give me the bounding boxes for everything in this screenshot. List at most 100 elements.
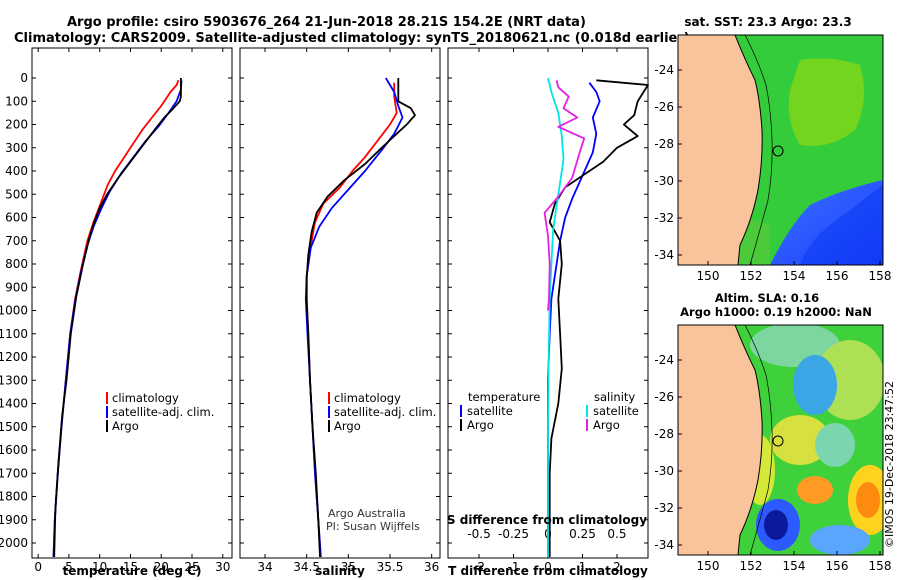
x-tick-label: 1 (579, 560, 587, 574)
depth-tick-label: 1100 (0, 327, 28, 341)
x-tick-label: 0 (34, 560, 42, 574)
x-tick-label: 34.5 (293, 560, 320, 574)
map-x-tick-label: 150 (697, 559, 720, 573)
map-y-tick-label: -34 (654, 248, 674, 262)
depth-tick-label: 100 (5, 94, 28, 108)
sst-map-frame (677, 34, 884, 266)
depth-tick-label: 900 (5, 280, 28, 294)
x-tick-label: 36 (424, 560, 439, 574)
salinity-legend: climatology satellite-adj. clim. Argo (328, 391, 436, 433)
salinity-xlabel: salinity (315, 564, 365, 578)
map-y-tick-label: -28 (654, 427, 674, 441)
x-tick-label: 35.5 (377, 560, 404, 574)
x-tick-label: 30 (215, 560, 230, 574)
legend-satellite: satellite-adj. clim. (112, 405, 214, 419)
map-y-tick-label: -26 (654, 390, 674, 404)
map-y-tick-label: -30 (654, 174, 674, 188)
sla-map-image (678, 325, 883, 555)
sla-map-frame (677, 324, 884, 556)
depth-tick-label: 1500 (0, 420, 28, 434)
x-tick-label: 15 (123, 560, 138, 574)
map-y-tick-label: -32 (654, 501, 674, 515)
legend-header-temperature: temperature (468, 390, 540, 404)
depth-tick-label: 300 (5, 141, 28, 155)
s-diff-tick-label: -0.5 (467, 527, 490, 541)
map-x-tick-label: 156 (826, 559, 849, 573)
depth-tick-label: 1600 (0, 443, 28, 457)
x-tick-label: 25 (184, 560, 199, 574)
salinity-panel: 34 34.5 35 35.5 36 (240, 48, 440, 574)
depth-tick-label: 1900 (0, 513, 28, 527)
map-x-tick-label: 154 (783, 559, 806, 573)
salinity-panel-frame (239, 47, 441, 559)
depth-tick-label: 200 (5, 118, 28, 132)
series-line-s-satellite (547, 77, 565, 557)
series-line-satellite-adj-clim- (304, 77, 404, 558)
x-tick-label: 0 (544, 560, 552, 574)
temperature-panel-frame (31, 47, 233, 559)
map-x-tick-label: 152 (740, 559, 763, 573)
map-x-tick-label: 156 (826, 269, 849, 283)
title-line-1: Argo profile: csiro 5903676_264 21-Jun-2… (67, 15, 586, 30)
map-x-tick-label: 152 (740, 269, 763, 283)
depth-tick-label: 1300 (0, 373, 28, 387)
series-line-climatology (305, 82, 398, 558)
depth-tick-label: 800 (5, 257, 28, 271)
argo-location-marker (772, 435, 784, 447)
map-y-tick-label: -32 (654, 211, 674, 225)
depth-tick-label: 1800 (0, 490, 28, 504)
depth-tick-label: 600 (5, 211, 28, 225)
x-tick-label: 2 (613, 560, 621, 574)
series-line-t-satellite (547, 82, 601, 557)
temperature-legend: climatology satellite-adj. clim. Argo (106, 391, 214, 433)
depth-tick-label: 400 (5, 164, 28, 178)
tdiff-xlabel: T difference from climatology (448, 564, 648, 578)
x-tick-label: 34 (257, 560, 272, 574)
map-y-tick-label: -34 (654, 538, 674, 552)
series-line-argo (305, 78, 416, 558)
argo-location-marker (772, 145, 784, 157)
map-x-tick-label: 154 (783, 269, 806, 283)
sst-map-image (678, 35, 883, 265)
map-x-tick-label: 158 (869, 559, 892, 573)
depth-tick-label: 1400 (0, 397, 28, 411)
difference-panel: -2 -1 0 1 2-0.5 -0.25 0 0.25 0.5 (448, 48, 649, 574)
legend-t-argo: Argo (467, 418, 494, 432)
series-line-argo (53, 78, 182, 558)
sla-map-title: Altim. SLA: 0.16 (715, 291, 819, 305)
map-y-tick-label: -26 (654, 100, 674, 114)
legend-s-satellite: satellite (593, 404, 639, 418)
depth-axis-ticks: 0 100 200 300 400 500 600 700 800 900 1000 1100 1200… (0, 71, 28, 550)
map-x-tick-label: 158 (869, 269, 892, 283)
credit-pi: PI: Susan Wijffels (326, 520, 420, 533)
s-diff-tick-label: 0.5 (607, 527, 626, 541)
title-line-2: Climatology: CARS2009. Satellite-adjuste… (14, 31, 690, 46)
map-y-tick-label: -24 (654, 63, 674, 77)
series-line-s-argo (543, 80, 586, 311)
legend-argo: Argo (334, 419, 361, 433)
depth-tick-label: 500 (5, 187, 28, 201)
sla-map-axes: -24 -26 -28 -30 -32 -34 150 152 154 156 158 (654, 353, 891, 573)
depth-tick-label: 2000 (0, 536, 28, 550)
sst-map-axes: -24 -26 -28 -30 -32 -34 150 152 154 156 158 (654, 63, 891, 283)
legend-climatology: climatology (334, 391, 401, 405)
x-tick-label: 10 (92, 560, 107, 574)
temperature-xlabel: temperature (deg C) (63, 564, 202, 578)
legend-s-argo: Argo (593, 418, 620, 432)
difference-legend: temperature salinity satellite Argo sate… (460, 390, 639, 432)
series-line-t-argo (548, 79, 649, 557)
legend-climatology: climatology (112, 391, 179, 405)
map-y-tick-label: -30 (654, 464, 674, 478)
sst-map-title: sat. SST: 23.3 Argo: 23.3 (684, 15, 851, 29)
x-tick-label: 20 (154, 560, 169, 574)
x-tick-label: -2 (473, 560, 485, 574)
map-y-tick-label: -28 (654, 137, 674, 151)
sla-map-subtitle: Argo h1000: 0.19 h2000: NaN (680, 305, 872, 319)
depth-tick-label: 1200 (0, 350, 28, 364)
sdiff-xlabel: S difference from climatology (447, 513, 647, 527)
map-y-tick-label: -24 (654, 353, 674, 367)
legend-argo: Argo (112, 419, 139, 433)
credit-argo-australia: Argo Australia (328, 507, 406, 520)
